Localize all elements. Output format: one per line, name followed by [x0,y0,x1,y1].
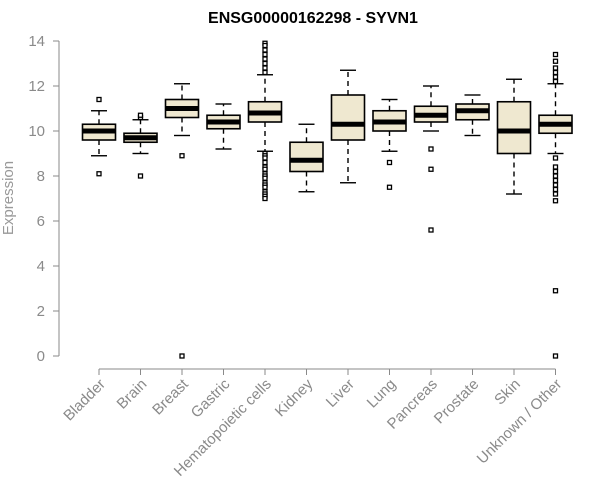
outlier-point [552,164,559,170]
y-axis: 0 2 4 6 8 10 12 14 [28,33,60,365]
outlier-point [552,58,559,64]
box-bladder [81,96,117,177]
x-tick-label: Bladder [60,376,109,425]
boxes-group [81,40,573,359]
outlier-point [552,51,559,58]
box-gastric [206,103,241,150]
y-tick-label: 0 [37,348,45,365]
box-breast [164,83,200,359]
outlier-point [552,186,559,193]
outlier-point [262,155,268,161]
outlier-point [179,153,185,159]
outlier-point [428,227,434,233]
outlier-point [552,74,559,80]
iqr-box [496,100,532,155]
x-tick-label: Brain [114,376,151,413]
x-tick-label: Breast [149,375,192,418]
outlier-point [552,182,559,188]
outlier-point [262,195,268,202]
y-tick-label: 6 [37,213,45,230]
box-liver [330,69,366,184]
x-tick-label: Kidney [272,375,317,420]
y-tick-label: 8 [37,168,45,185]
outlier-point [137,173,144,179]
y-tick-label: 4 [37,258,45,275]
box-unknown-other [538,51,573,359]
iqr-box [330,94,366,141]
y-axis-label: Expression [0,161,17,235]
outlier-point [262,65,268,71]
outlier-point [386,184,393,190]
outlier-point [552,177,559,184]
outlier-point [262,47,268,53]
outlier-point [552,65,559,71]
x-tick-label: Skin [491,376,524,409]
y-tick-label: 10 [28,123,45,140]
outlier-point [552,168,559,175]
outlier-point [262,69,268,76]
x-tick-label: Lung [364,376,400,412]
outlier-point [428,146,434,152]
outlier-point [137,112,144,118]
x-tick-label: Prostate [431,376,483,428]
box-prostate [455,94,490,137]
outlier-point [552,78,559,85]
outlier-point [262,42,268,49]
chart-title: ENSG00000162298 - SYVN1 [208,10,418,27]
y-tick-label: 2 [37,303,45,320]
outlier-point [552,155,559,161]
iqr-box [289,141,324,173]
box-pancreas [413,85,449,233]
x-tick-label: Liver [323,376,358,411]
outlier-point [552,191,559,197]
y-tick-label: 12 [28,78,45,95]
outlier-point [552,69,559,76]
box-lung [372,98,407,190]
box-brain [123,112,158,179]
outlier-point [179,353,185,359]
outlier-point [428,166,434,172]
outlier-point [96,171,102,177]
outlier-point [552,173,559,179]
outlier-point [386,159,393,166]
outlier-point [552,353,559,359]
outlier-point [262,51,268,58]
box-skin [496,78,532,195]
outlier-point [552,198,559,204]
outlier-point [262,56,268,62]
y-tick-label: 14 [28,33,45,50]
outlier-point [262,159,268,166]
outlier-point [262,184,268,190]
outlier-point [96,96,102,103]
outlier-point [262,60,268,67]
outlier-point [552,288,559,294]
box-kidney [289,123,324,193]
outlier-point [262,175,268,181]
box-hematopoietic-cells [247,40,283,202]
outlier-point [262,166,268,172]
